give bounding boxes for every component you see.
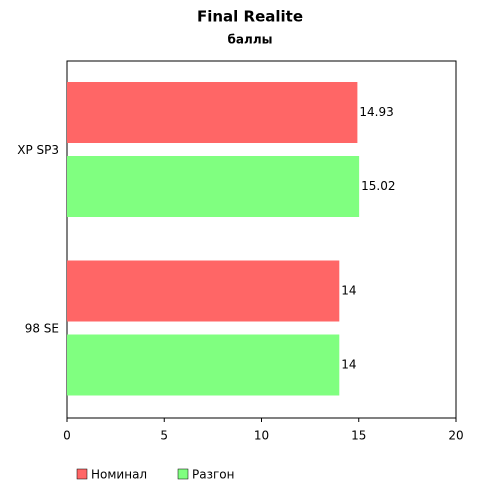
value-label: 15.02 bbox=[361, 179, 395, 193]
bar bbox=[67, 334, 340, 396]
legend-swatch bbox=[76, 468, 88, 480]
bar bbox=[67, 260, 340, 322]
legend-label: Номинал bbox=[91, 468, 147, 482]
legend-label: Разгон bbox=[192, 468, 234, 482]
chart-subtitle: баллы bbox=[228, 33, 273, 47]
value-label: 14 bbox=[341, 284, 356, 298]
bar bbox=[67, 82, 358, 143]
x-tick-label: 15 bbox=[351, 429, 366, 443]
legend-swatch bbox=[177, 468, 189, 480]
x-tick-label: 0 bbox=[63, 429, 71, 443]
y-tick-label: XP SP3 bbox=[17, 143, 59, 157]
x-tick-label: 5 bbox=[160, 429, 168, 443]
x-tick-label: 20 bbox=[448, 429, 463, 443]
y-tick-label: 98 SE bbox=[25, 321, 59, 335]
value-label: 14 bbox=[341, 358, 356, 372]
chart-title: Final Realite bbox=[197, 8, 303, 26]
bar bbox=[67, 156, 360, 217]
x-tick-label: 10 bbox=[254, 429, 269, 443]
value-label: 14.93 bbox=[359, 105, 393, 119]
